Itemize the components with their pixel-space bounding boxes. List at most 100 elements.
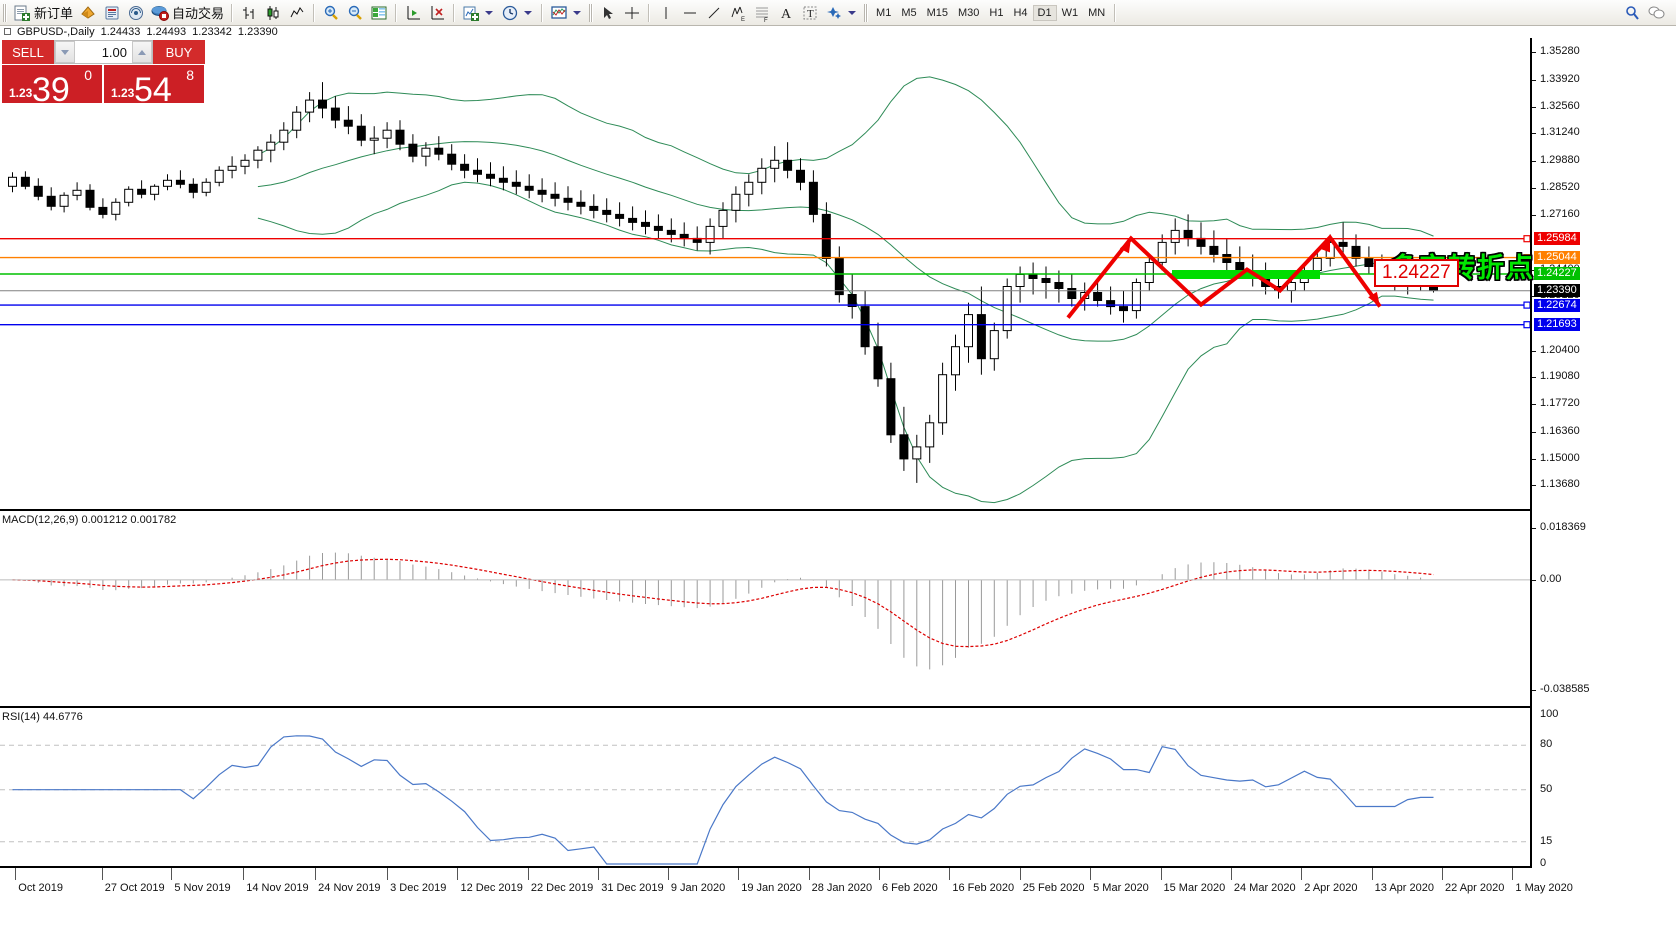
rsi-axis-label: 0	[1540, 857, 1547, 869]
timeframe-m30[interactable]: M30	[958, 6, 980, 19]
price-tag[interactable]: 1.21693	[1534, 318, 1580, 332]
candlestick-chart-button[interactable]	[261, 1, 285, 24]
text-button[interactable]: A	[774, 1, 798, 24]
rsi-pane[interactable]	[0, 710, 1530, 868]
sell-button[interactable]: SELL	[2, 40, 54, 64]
price-tag[interactable]: 1.24227	[1534, 267, 1580, 281]
price-pane[interactable]	[0, 38, 1531, 511]
zoom-in-button[interactable]	[319, 1, 343, 24]
price-tick	[1532, 160, 1536, 162]
macd-pane[interactable]	[0, 513, 1530, 708]
price-tick	[1532, 106, 1536, 108]
shapes-button[interactable]	[822, 1, 861, 24]
text-label-button[interactable]: T	[798, 1, 822, 24]
price-tick	[1532, 52, 1536, 54]
price-tick	[1532, 187, 1536, 189]
chat-button[interactable]	[1644, 1, 1668, 24]
auto-scroll-button[interactable]	[425, 1, 449, 24]
grid-button[interactable]	[367, 1, 391, 24]
new-order-button[interactable]: 新订单	[10, 1, 76, 24]
price-tag[interactable]: 1.25984	[1534, 232, 1580, 246]
toolbar-separator-6	[648, 3, 651, 22]
annotation-level-box[interactable]: 1.24227	[1374, 258, 1459, 287]
price-tag[interactable]: 1.25044	[1534, 251, 1580, 265]
toolbar-grip[interactable]	[3, 3, 7, 22]
time-scale-axis[interactable]: Oct 2019 27 Oct 2019 5 Nov 2019 14 Nov 2019…	[0, 868, 1676, 906]
period-chevron-down-icon[interactable]	[524, 10, 533, 15]
price-axis-label: 1.27160	[1540, 208, 1580, 221]
time-tick	[101, 868, 103, 880]
zoom-out-button[interactable]	[343, 1, 367, 24]
indicators-chevron-down-icon[interactable]	[485, 10, 494, 15]
volume-decrement-button[interactable]	[55, 41, 75, 63]
hline-button[interactable]	[678, 1, 702, 24]
buy-button[interactable]: BUY	[153, 40, 205, 64]
time-tick	[387, 868, 389, 880]
timeframe-m1[interactable]: M1	[876, 6, 892, 19]
terminal-button[interactable]	[100, 1, 124, 24]
timeframe-w1[interactable]: W1	[1061, 6, 1079, 19]
bar-chart-button[interactable]	[237, 1, 261, 24]
sell-price-box[interactable]: 1.23 39 0	[2, 65, 102, 103]
volume-value[interactable]: 1.00	[101, 44, 127, 60]
volume-stepper[interactable]: 1.00	[54, 40, 153, 64]
templates-chevron-down-icon[interactable]	[573, 10, 582, 15]
price-tag[interactable]: 1.22674	[1534, 298, 1580, 312]
timeframe-h1[interactable]: H1	[989, 6, 1004, 19]
macd-tick	[1532, 689, 1536, 691]
time-axis-label: 15 Mar 2020	[1163, 882, 1226, 894]
time-axis-label: 24 Mar 2020	[1233, 882, 1296, 894]
trendline-button[interactable]	[702, 1, 726, 24]
timeframe-mn[interactable]: MN	[1088, 6, 1106, 19]
timeframe-m5[interactable]: M5	[901, 6, 917, 19]
timeframe-d1[interactable]: D1	[1032, 4, 1057, 21]
one-click-trading-prices: 1.23 39 0 1.23 54 8	[2, 65, 205, 103]
vline-button[interactable]	[654, 1, 678, 24]
price-axis-label: 1.20400	[1540, 343, 1580, 356]
price-tick	[1532, 485, 1536, 487]
line-chart-icon	[288, 4, 306, 22]
time-axis-label: 19 Jan 2020	[741, 882, 802, 894]
volume-increment-button[interactable]	[132, 41, 152, 63]
signals-button[interactable]	[124, 1, 148, 24]
grid-icon	[370, 4, 388, 22]
search-button[interactable]	[1620, 1, 1644, 24]
macd-tick	[1532, 579, 1536, 581]
autotrading-button[interactable]: 自动交易	[148, 1, 227, 24]
toolbar-grip-2[interactable]	[589, 3, 594, 22]
timeframe-h4[interactable]: H4	[1013, 6, 1028, 19]
indicators-button[interactable]	[459, 1, 498, 24]
timeframe-m15[interactable]: M15	[926, 6, 948, 19]
shapes-chevron-down-icon[interactable]	[848, 10, 857, 15]
expert-advisors-button[interactable]	[76, 1, 100, 24]
price-scale-axis[interactable]: 1.35280 1.33920 1.32560 1.31240 1.29880 1.285…	[1530, 38, 1676, 869]
crosshair-button[interactable]	[620, 1, 644, 24]
elliott-wave-button[interactable]: E	[726, 1, 750, 24]
buy-price-box[interactable]: 1.23 54 8	[104, 65, 204, 103]
chevron-down-icon	[61, 49, 69, 55]
price-tick	[1532, 377, 1536, 379]
line-chart-button[interactable]	[285, 1, 309, 24]
toolbar-grip-3[interactable]	[864, 3, 869, 22]
price-tag[interactable]: 1.23390	[1534, 284, 1580, 298]
shift-end-button[interactable]	[401, 1, 425, 24]
text-label-icon: T	[801, 4, 819, 22]
toolbar-separator-3	[395, 3, 398, 22]
period-button[interactable]	[498, 1, 537, 24]
price-tick	[1532, 79, 1536, 81]
fibonacci-button[interactable]: F	[750, 1, 774, 24]
price-axis-label: 1.29880	[1540, 153, 1580, 166]
symbol-high: 1.24493	[146, 25, 187, 38]
vline-icon	[657, 4, 675, 22]
macd-axis-label: 0.00	[1540, 572, 1562, 585]
chart-area[interactable]: MACD(12,26,9) 0.001212 0.001782 RSI(14) …	[0, 38, 1676, 906]
cursor-button[interactable]	[596, 1, 620, 24]
text-icon: A	[777, 4, 795, 22]
templates-button[interactable]	[547, 1, 586, 24]
time-axis-label: 6 Feb 2020	[881, 882, 938, 894]
price-axis-label: 1.28520	[1540, 180, 1580, 193]
one-click-trading-panel[interactable]: SELL 1.00 BUY 1.23 39 0 1.23 54 8	[2, 40, 205, 103]
symbol-open: 1.24433	[100, 25, 141, 38]
price-tick	[1532, 431, 1536, 433]
